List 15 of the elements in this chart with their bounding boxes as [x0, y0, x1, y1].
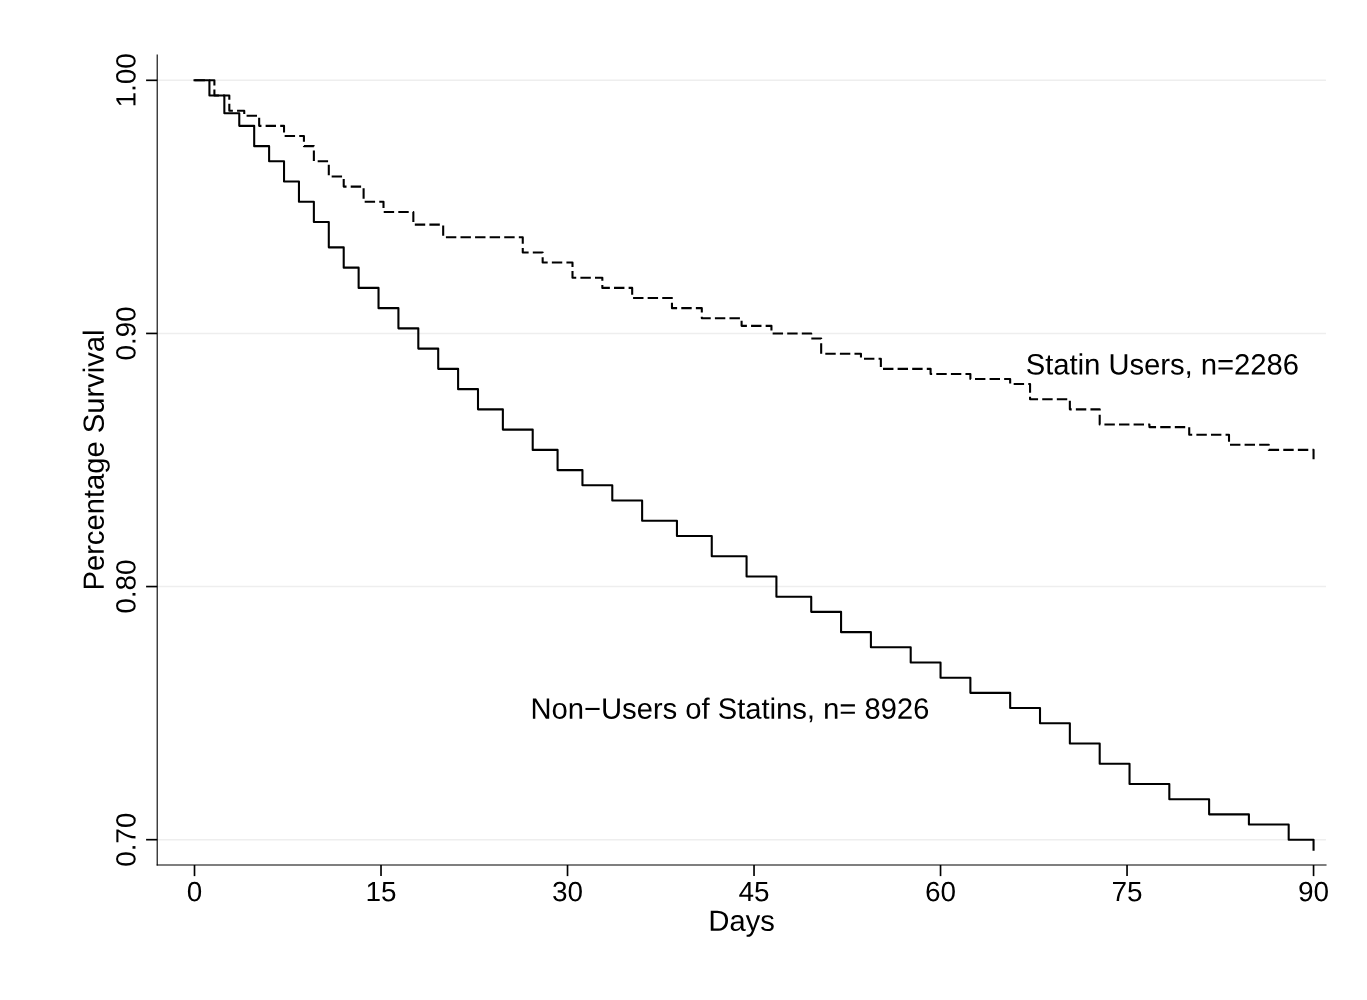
series-label: Non−Users of Statins, n= 8926 — [532, 697, 929, 723]
y-tick-label: 0.70 — [116, 813, 136, 866]
x-tick-label: 75 — [1113, 881, 1142, 902]
y-axis-title: Percentage Survival — [82, 331, 110, 589]
y-tick-label: 0.90 — [116, 307, 136, 360]
x-tick-label: 60 — [926, 881, 955, 902]
x-tick-label: 15 — [367, 881, 396, 902]
series-label: Statin Users, n=2286 — [1027, 353, 1298, 379]
x-axis-title: Days — [710, 910, 774, 937]
x-tick-label: 0 — [187, 881, 202, 902]
y-tick-label: 0.80 — [116, 560, 136, 613]
x-tick-label: 30 — [553, 881, 582, 902]
x-tick-label: 45 — [739, 881, 769, 902]
y-tick-label: 1.00 — [116, 54, 136, 106]
x-tick-label: 90 — [1299, 881, 1328, 902]
